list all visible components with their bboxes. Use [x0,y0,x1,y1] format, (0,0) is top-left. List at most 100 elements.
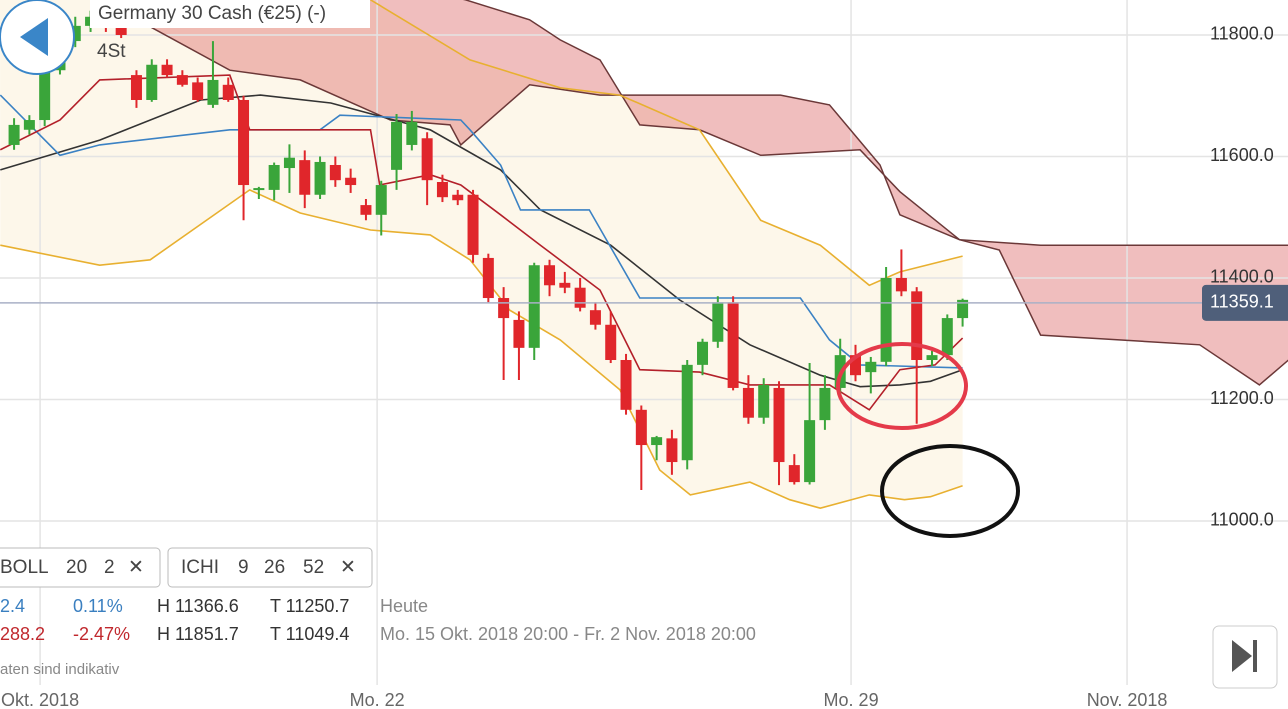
candle-body [635,409,647,446]
ichimoku-cloud [119,0,1288,385]
skip-icon-bar[interactable] [1253,640,1257,672]
chip-param: 26 [264,557,285,578]
candle-body [528,265,540,348]
chip-box[interactable] [167,547,373,588]
indicator-chip[interactable]: ICHI 9 26 52 ✕ [167,547,373,588]
candle-body [8,124,20,145]
chart-title: Germany 30 Cash (€25) (-) [98,3,326,24]
candle-body [574,287,586,308]
stat-low: T 11250.7 [270,596,349,616]
candle-body [391,121,403,170]
candle-body [238,99,250,186]
y-tick-label: 11600.0 [1210,145,1274,165]
y-tick-label: 11400.0 [1210,267,1274,287]
candle-body [452,194,464,201]
tenkan-line [0,74,964,411]
candle-body [819,387,831,421]
stat-percent: -2.47% [73,624,130,644]
candle-body [421,138,433,181]
candle-body [727,302,739,388]
candle-body [375,185,387,215]
candle-body [850,355,862,376]
candle-body [773,387,785,463]
candle-body [69,25,81,42]
senkou-span [119,9,1288,386]
candle-body [957,299,969,319]
candle-body [605,324,617,360]
x-tick-label: Mo. 29 [824,690,879,709]
candle-body [788,465,800,483]
candle-body [329,164,341,181]
candle-body [620,359,632,410]
candle-body [192,82,204,100]
candle-body [589,310,601,325]
candle-body [651,437,663,446]
chip-param: 9 [238,557,249,578]
back-button[interactable] [0,0,75,75]
stat-high: H 11851.7 [157,624,239,644]
chip-param: 2 [104,557,115,578]
candle-body [742,387,754,418]
y-tick-label: 11000.0 [1210,510,1274,530]
footnote: aten sind indikativ [0,661,120,678]
stat-period: Mo. 15 Okt. 2018 20:00 - Fr. 2 Nov. 2018… [380,624,756,644]
candle-body [253,188,265,191]
y-tick-label: 11800.0 [1210,24,1274,44]
candle-body [712,302,724,342]
candle-body [467,194,479,255]
chip-remove[interactable]: ✕ [128,557,144,578]
candle-body [176,75,188,85]
kijun-line [0,94,963,369]
candle-body [926,355,938,360]
candle-body [314,161,326,195]
candle-body [911,291,923,360]
candle-body [498,298,510,319]
back-icon[interactable] [20,18,48,56]
candle-body [268,164,280,190]
skip-button[interactable] [1212,625,1278,689]
stat-change: 288.2 [0,624,45,644]
candle-body [146,64,158,100]
candle-body [345,177,357,186]
stat-percent: 0.11% [73,596,123,616]
candle-body [758,384,770,418]
candle-body [513,319,525,348]
candle-body [283,157,295,169]
candle-body [544,265,556,286]
x-tick-label: Okt. 2018 [1,690,79,709]
candle-body [130,75,142,100]
candle-body [482,257,494,299]
skip-icon[interactable] [1232,640,1252,672]
x-tick-label: Nov. 2018 [1087,690,1168,709]
candle-body [941,318,953,356]
candle-body [207,79,219,105]
candle-body [697,341,709,365]
candle-body [222,84,234,100]
last-price-box [1202,284,1288,321]
chip-remove[interactable]: ✕ [340,557,356,578]
chip-param: 52 [303,557,324,578]
candle-body [559,282,571,288]
indicator-chip[interactable]: BOLL 20 2 ✕ [0,547,161,588]
stat-low: T 11049.4 [270,624,349,644]
senkou-span [462,0,1288,246]
candle-body [406,121,418,145]
chip-box[interactable] [0,547,161,588]
chip-name: BOLL [0,557,49,578]
highlight-circle [836,342,968,430]
candle-body [895,277,907,292]
candle-body [681,364,693,461]
candle-body [299,160,311,195]
last-price-label: 11359.1 [1210,292,1274,312]
plot-area [0,0,1288,685]
candle-body [436,182,448,198]
label-box [1068,688,1186,709]
label-box [0,688,92,709]
candle-body [360,205,372,215]
y-tick-label: 11200.0 [1210,388,1274,408]
chip-param: 20 [66,557,87,578]
chip-name: ICHI [181,557,219,578]
timeframe: 4St [97,41,126,62]
